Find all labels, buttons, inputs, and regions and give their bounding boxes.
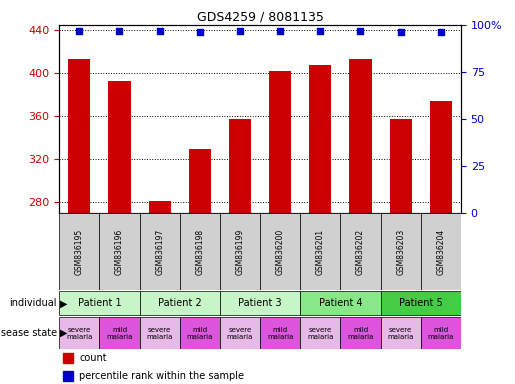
Bar [381,318,421,349]
Bar [390,119,411,213]
Point [316,28,324,34]
Bar [99,318,140,349]
Bar [260,318,300,349]
Text: count: count [79,353,107,363]
Text: severe
malaria: severe malaria [307,327,334,339]
Text: GSM836204: GSM836204 [436,228,445,275]
Point [397,30,405,36]
Text: GSM836198: GSM836198 [195,228,204,275]
Bar [300,291,381,316]
Bar [140,213,180,290]
Bar [149,201,170,213]
Text: GSM836199: GSM836199 [235,228,245,275]
Bar [430,101,452,213]
Bar [340,213,381,290]
Bar [99,213,140,290]
Text: percentile rank within the sample: percentile rank within the sample [79,371,244,381]
Point [356,28,365,34]
Bar [300,318,340,349]
Title: GDS4259 / 8081135: GDS4259 / 8081135 [197,11,323,24]
Text: GSM836197: GSM836197 [155,228,164,275]
Bar [310,65,331,213]
Bar [381,291,461,316]
Bar [59,213,99,290]
Text: GSM836195: GSM836195 [75,228,84,275]
Text: GSM836200: GSM836200 [276,228,285,275]
Text: GSM836202: GSM836202 [356,228,365,275]
Point [236,28,244,34]
Text: Patient 4: Patient 4 [319,298,362,308]
Bar [189,149,211,213]
Bar [180,318,220,349]
Text: severe
malaria: severe malaria [66,327,93,339]
Text: Patient 2: Patient 2 [158,298,201,308]
Point [156,28,164,34]
Bar [421,213,461,290]
Text: mild
malaria: mild malaria [347,327,374,339]
Point [115,28,124,34]
Text: mild
malaria: mild malaria [186,327,213,339]
Text: mild
malaria: mild malaria [267,327,294,339]
Text: severe
malaria: severe malaria [387,327,414,339]
Bar [140,291,220,316]
Bar [340,318,381,349]
Text: mild
malaria: mild malaria [427,327,454,339]
Point [196,30,204,36]
Bar [350,60,371,213]
Text: GSM836201: GSM836201 [316,228,325,275]
Bar [59,291,140,316]
Text: GSM836196: GSM836196 [115,228,124,275]
Text: ▶: ▶ [60,328,68,338]
Point [276,28,284,34]
Point [437,30,445,36]
Text: disease state: disease state [0,328,57,338]
Bar [220,318,260,349]
Bar [180,213,220,290]
Bar [421,318,461,349]
Bar [260,213,300,290]
Text: severe
malaria: severe malaria [227,327,253,339]
Bar [269,71,291,213]
Point [75,28,83,34]
Bar [68,60,90,213]
Bar [300,213,340,290]
Text: Patient 5: Patient 5 [399,298,442,308]
Bar [381,213,421,290]
Text: GSM836203: GSM836203 [396,228,405,275]
Text: ▶: ▶ [60,298,68,308]
Text: severe
malaria: severe malaria [146,327,173,339]
Bar [140,318,180,349]
Text: Patient 3: Patient 3 [238,298,282,308]
Text: individual: individual [9,298,57,308]
Bar [63,353,73,363]
Text: Patient 1: Patient 1 [78,298,121,308]
Bar [63,371,73,381]
Bar [220,213,260,290]
Bar [59,318,99,349]
Text: mild
malaria: mild malaria [106,327,133,339]
Bar [220,291,300,316]
Bar [109,81,130,213]
Bar [229,119,251,213]
